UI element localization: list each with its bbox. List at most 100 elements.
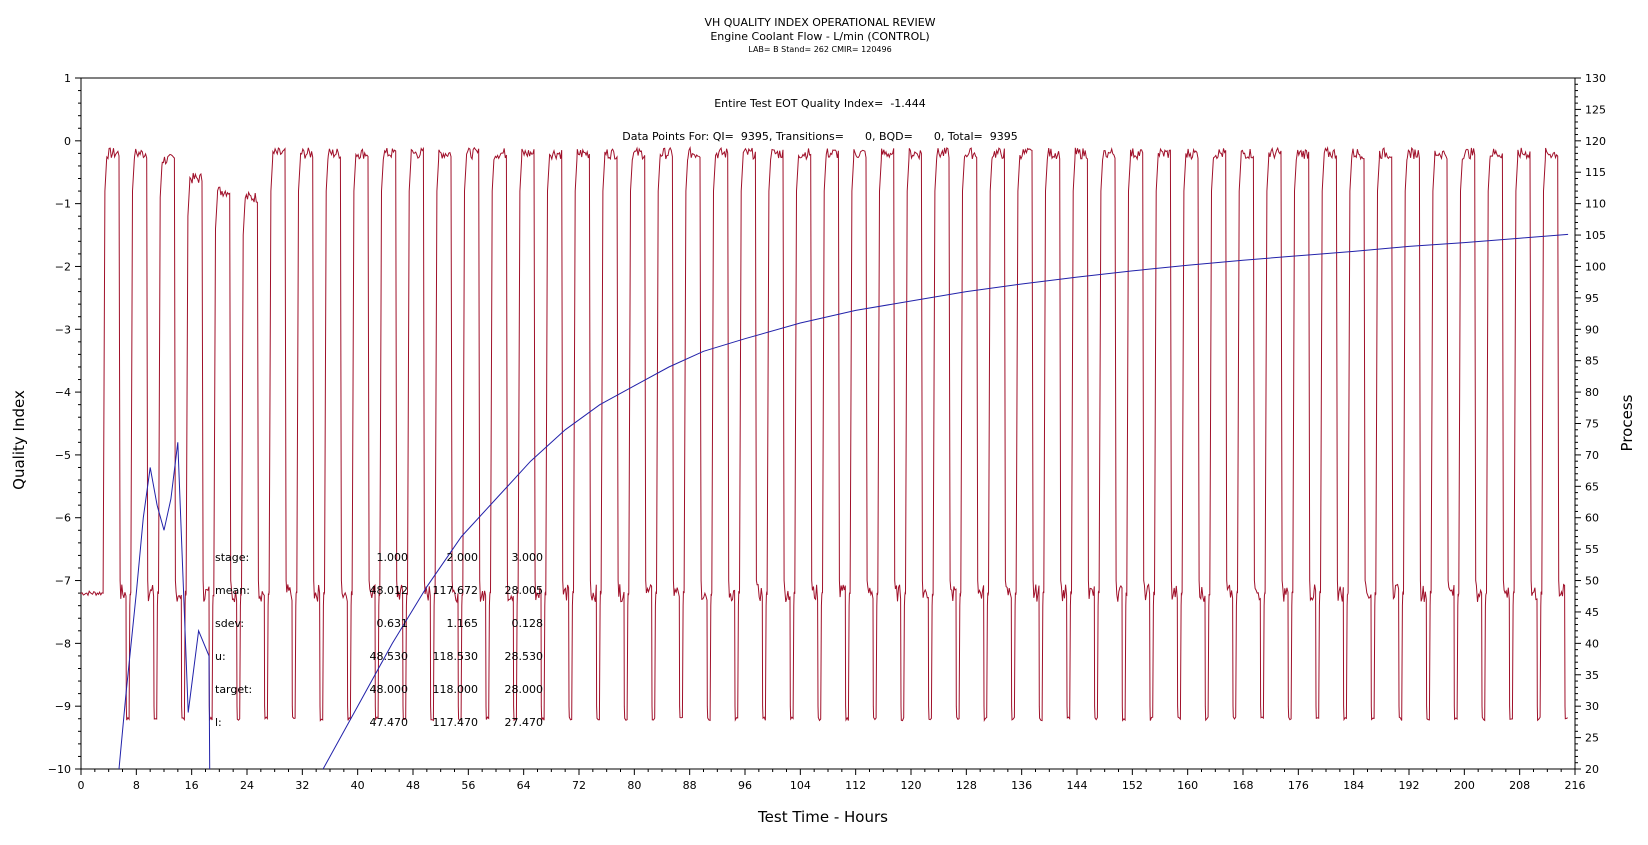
x-tick-label: 72 [572,779,586,792]
y2-tick-label: 35 [1585,669,1599,682]
y-tick-label: −8 [55,637,71,650]
y-tick-label: −5 [55,449,71,462]
y-tick-label: −2 [55,260,71,273]
x-tick-label: 96 [738,779,752,792]
stats-cell: 28.000 [505,683,544,696]
chart-subtitle: Engine Coolant Flow - L/min (CONTROL) [710,30,929,43]
y-tick-label: −7 [55,575,71,588]
x-tick-label: 112 [845,779,866,792]
y2-axis-label: Process [1618,394,1636,451]
x-tick-label: 56 [461,779,475,792]
stats-cell: 47.470 [370,716,409,729]
y2-tick-label: 20 [1585,763,1599,776]
y2-tick-label: 40 [1585,637,1599,650]
stats-cell: 48.530 [370,650,409,663]
y2-tick-label: 105 [1585,229,1606,242]
quality-index-line-segment-1 [118,442,211,770]
y-tick-label: 1 [64,72,71,85]
stats-row-label: mean: [215,584,250,597]
x-axis: 0 8 16 24 32 40 48 56 64 72 80 88 96 104 112 120 128 136 1… [78,769,1586,792]
y2-tick-label: 115 [1585,166,1606,179]
x-tick-label: 128 [956,779,977,792]
stats-cell: 27.470 [505,716,544,729]
y2-tick-label: 80 [1585,386,1599,399]
stats-cell: 0.128 [512,617,544,630]
x-tick-label: 32 [295,779,309,792]
x-tick-label: 24 [240,779,254,792]
x-tick-label: 0 [78,779,85,792]
stats-row-label: target: [215,683,252,696]
x-tick-label: 200 [1454,779,1475,792]
y2-tick-label: 120 [1585,135,1606,148]
stats-cell: 117.470 [433,716,479,729]
x-tick-label: 168 [1233,779,1254,792]
y-tick-label: −10 [48,763,71,776]
stats-cell: 28.005 [505,584,544,597]
x-tick-label: 104 [790,779,811,792]
chart-title: VH QUALITY INDEX OPERATIONAL REVIEW [704,16,935,29]
y-tick-label: −3 [55,323,71,336]
stats-table: stage: 1.000 2.000 3.000 mean: 48.012 117.672 2… [215,551,543,729]
y-axis-left: 1 0 −1 −2 −3 −4 −5 −6 −7 −8 −9 −10 [48,72,81,776]
y2-tick-label: 125 [1585,103,1606,116]
x-tick-label: 120 [901,779,922,792]
y-tick-label: −4 [55,386,71,399]
y2-tick-label: 60 [1585,512,1599,525]
x-tick-label: 176 [1288,779,1309,792]
x-tick-label: 48 [406,779,420,792]
x-tick-label: 88 [683,779,697,792]
x-axis-label: Test Time - Hours [757,808,888,826]
data-points-summary: Data Points For: QI= 9395, Transitions= … [622,130,1017,143]
x-tick-label: 80 [627,779,641,792]
y2-tick-label: 65 [1585,480,1599,493]
stats-cell: 0.631 [377,617,409,630]
x-tick-label: 160 [1177,779,1198,792]
x-tick-label: 40 [351,779,365,792]
y2-tick-label: 30 [1585,700,1599,713]
stats-row-label: l: [215,716,222,729]
y-axis-right: 130 125 120 115 110 105 100 95 90 85 80 75 70 65 60 55 5… [1575,72,1606,776]
y2-tick-label: 70 [1585,449,1599,462]
y-axis-label: Quality Index [10,390,28,490]
stats-cell: 1.165 [447,617,479,630]
x-tick-label: 208 [1509,779,1530,792]
x-tick-label: 8 [133,779,140,792]
x-tick-label: 64 [517,779,531,792]
y2-tick-label: 90 [1585,323,1599,336]
y2-tick-label: 75 [1585,418,1599,431]
stats-cell: 118.530 [433,650,479,663]
stats-cell: 3.000 [512,551,544,564]
y2-tick-label: 25 [1585,732,1599,745]
stats-cell: 48.000 [370,683,409,696]
process-series-line [80,146,1568,723]
y2-tick-label: 85 [1585,355,1599,368]
y2-tick-label: 50 [1585,575,1599,588]
stats-cell: 48.012 [370,584,409,597]
chart-subtitle-lab: LAB= B Stand= 262 CMIR= 120496 [748,45,891,54]
y2-tick-label: 100 [1585,260,1606,273]
stats-cell: 2.000 [447,551,479,564]
stats-cell: 118.000 [433,683,479,696]
y-tick-label: −9 [55,700,71,713]
y-tick-label: −6 [55,512,71,525]
y-tick-label: 0 [64,135,71,148]
y2-tick-label: 55 [1585,543,1599,556]
x-tick-label: 136 [1011,779,1032,792]
y2-tick-label: 95 [1585,292,1599,305]
eot-quality-index: Entire Test EOT Quality Index= -1.444 [714,97,926,110]
y2-tick-label: 130 [1585,72,1606,85]
stats-cell: 28.530 [505,650,544,663]
x-tick-label: 192 [1399,779,1420,792]
x-tick-label: 216 [1565,779,1586,792]
x-tick-label: 152 [1122,779,1143,792]
x-tick-label: 184 [1343,779,1364,792]
y-tick-label: −1 [55,198,71,211]
stats-row-label: stage: [215,551,249,564]
x-tick-label: 16 [185,779,199,792]
stats-row-label: u: [215,650,226,663]
series-layer [80,146,1569,770]
y2-tick-label: 110 [1585,198,1606,211]
stats-cell: 1.000 [377,551,409,564]
y2-tick-label: 45 [1585,606,1599,619]
